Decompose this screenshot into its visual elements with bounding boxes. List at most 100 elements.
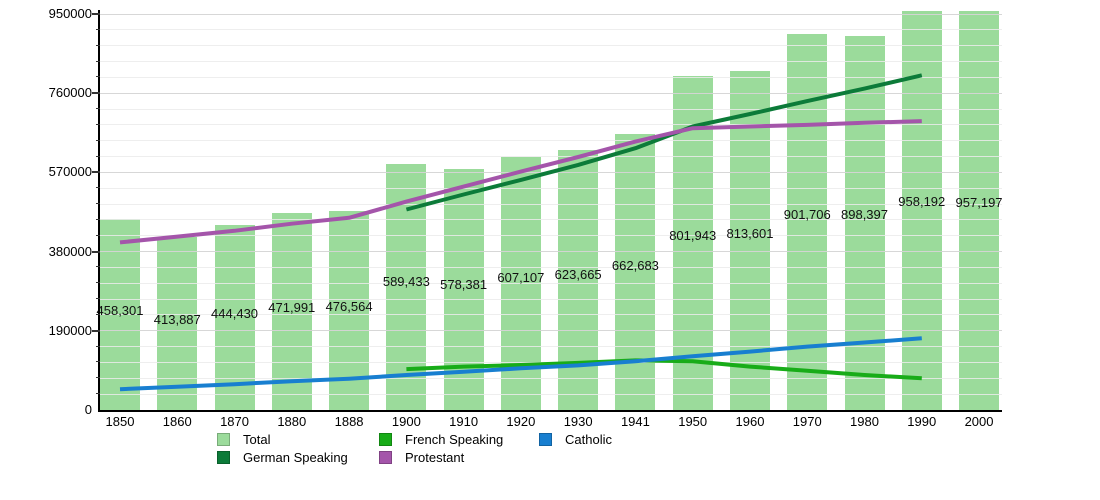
bar-value-label: 413,887 (153, 312, 201, 328)
y-axis-minor-tick (96, 345, 100, 347)
bar-value-label: 589,433 (382, 274, 430, 290)
y-axis-tick-label: 0 (84, 402, 92, 417)
x-axis-tick-label: 1850 (105, 414, 135, 429)
x-axis-line (98, 410, 1002, 412)
y-axis-minor-tick (96, 393, 100, 395)
minor-gridline (100, 282, 1002, 284)
bar-value-label: 607,107 (497, 270, 545, 286)
bar-value-label: 471,991 (268, 299, 316, 315)
x-axis-tick-label: 1900 (391, 414, 421, 429)
minor-gridline (100, 235, 1002, 237)
bar-value-label: 957,197 (955, 194, 1003, 210)
y-axis-minor-tick (96, 203, 100, 205)
bar-value-label: 898,397 (841, 207, 888, 223)
x-axis-tick-label: 1860 (162, 414, 192, 429)
y-axis-minor-tick (96, 234, 100, 236)
legend-label-french-speaking: French Speaking (405, 432, 504, 447)
minor-gridline (100, 108, 1002, 110)
x-axis-tick-label: 1880 (277, 414, 307, 429)
bar-value-label: 901,706 (783, 206, 831, 222)
y-axis-tick-label: 570000 (48, 164, 92, 180)
major-gridline (100, 251, 1002, 253)
major-gridline (100, 13, 1002, 15)
x-axis-tick-label: 1960 (735, 414, 765, 429)
minor-gridline (100, 361, 1002, 363)
bar-value-label: 458,301 (96, 302, 144, 318)
minor-gridline (100, 187, 1002, 189)
bar-value-label: 578,381 (440, 276, 488, 292)
y-axis-minor-tick (96, 282, 100, 284)
x-axis-tick-label: 1941 (620, 414, 650, 429)
bar-value-label: 476,564 (325, 298, 373, 314)
y-axis-minor-tick (96, 155, 100, 157)
y-axis-minor-tick (96, 28, 100, 30)
minor-gridline (100, 29, 1002, 31)
bar-value-label: 813,601 (726, 225, 774, 241)
legend-label-german-speaking: German Speaking (243, 450, 348, 465)
minor-gridline (100, 203, 1002, 205)
x-axis-tick-label: 1950 (678, 414, 708, 429)
y-axis-minor-tick (96, 139, 100, 141)
legend-label-protestant: Protestant (405, 450, 465, 465)
y-axis-minor-tick (96, 298, 100, 300)
legend-swatch-protestant (379, 451, 392, 464)
y-axis-minor-tick (96, 377, 100, 379)
major-gridline (100, 171, 1002, 173)
minor-gridline (100, 76, 1002, 78)
legend-label-catholic: Catholic (565, 432, 612, 447)
minor-gridline (100, 377, 1002, 379)
y-axis-minor-tick (96, 60, 100, 62)
legend-swatch-german-speaking (217, 451, 230, 464)
x-axis-tick-label: 1910 (449, 414, 479, 429)
x-axis-tick-label: 1920 (506, 414, 536, 429)
x-axis-tick-label: 1870 (220, 414, 249, 429)
bar-value-label: 623,665 (554, 266, 602, 282)
legend-swatch-total (217, 433, 230, 446)
minor-gridline (100, 140, 1002, 142)
legend-swatch-catholic (539, 433, 552, 446)
y-axis-tick-label: 760000 (48, 85, 92, 101)
major-gridline (100, 330, 1002, 332)
y-axis-tick-label: 950000 (48, 6, 92, 21)
total-bar (901, 10, 942, 410)
y-axis-minor-tick (96, 108, 100, 110)
x-axis-tick-label: 1970 (792, 414, 822, 429)
y-axis-minor-tick (96, 361, 100, 363)
y-axis-minor-tick (96, 44, 100, 46)
minor-gridline (100, 124, 1002, 126)
y-axis-major-tick (92, 13, 100, 15)
legend-swatch-french-speaking (379, 433, 392, 446)
y-axis-line (98, 10, 100, 412)
minor-gridline (100, 298, 1002, 300)
y-axis-minor-tick (96, 123, 100, 125)
minor-gridline (100, 346, 1002, 348)
x-axis-tick-label: 1930 (563, 414, 593, 429)
y-axis-minor-tick (96, 187, 100, 189)
major-gridline (100, 92, 1002, 94)
x-axis-tick-label: 1990 (907, 414, 937, 429)
y-axis-major-tick (92, 171, 100, 174)
bar-value-label: 801,943 (669, 228, 717, 244)
total-bar (844, 35, 885, 410)
minor-gridline (100, 61, 1002, 63)
x-axis-tick-label: 2000 (964, 414, 994, 429)
y-axis-minor-tick (96, 76, 100, 78)
minor-gridline (100, 314, 1002, 316)
x-axis-tick-label: 1980 (850, 414, 879, 429)
minor-gridline (100, 393, 1002, 395)
minor-gridline (100, 266, 1002, 268)
y-axis-minor-tick (96, 218, 100, 220)
y-axis-tick-label: 380000 (48, 243, 92, 259)
minor-gridline (100, 45, 1002, 47)
total-bar (959, 10, 1000, 410)
x-axis-tick-label: 1888 (334, 414, 364, 429)
y-axis-minor-tick (96, 266, 100, 268)
y-axis-tick-label: 190000 (48, 322, 92, 338)
total-bar (787, 34, 828, 410)
bar-value-label: 662,683 (611, 258, 659, 274)
y-axis-minor-tick (96, 313, 100, 315)
legend-label-total: Total (243, 432, 271, 447)
bar-value-label: 444,430 (211, 305, 259, 321)
bar-value-label: 958,192 (898, 194, 946, 210)
